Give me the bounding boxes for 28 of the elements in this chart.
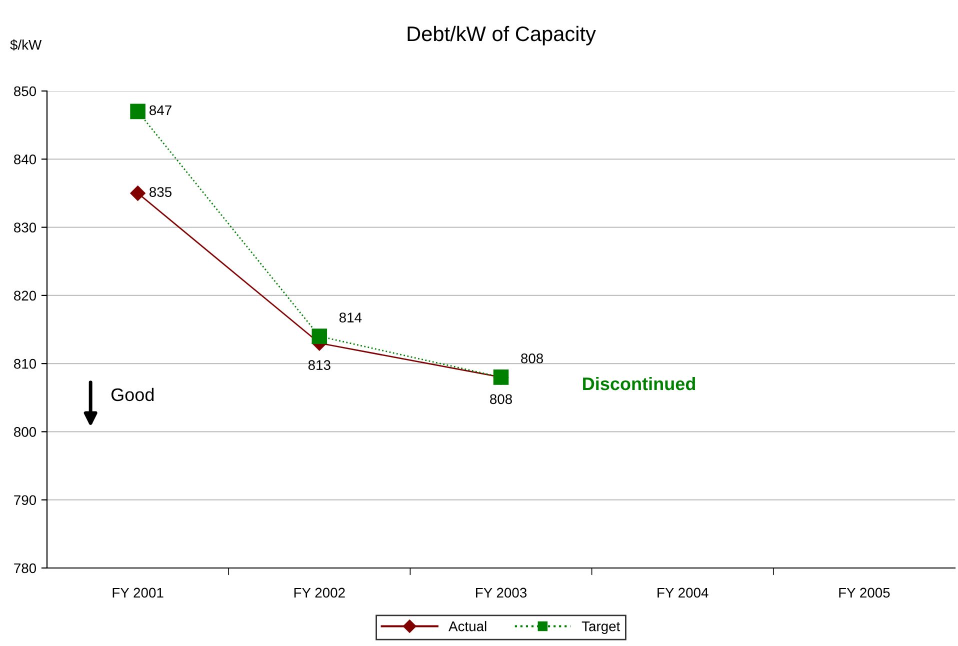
annotation: Discontinued: [583, 376, 696, 390]
point: [130, 186, 146, 201]
y-tick-label: 800: [14, 427, 36, 437]
x-tick-label: FY 2003: [476, 588, 527, 598]
y-axis-title: $/kW: [10, 39, 42, 51]
y-tick-label: 780: [14, 563, 36, 574]
y-tick-label: 830: [14, 222, 36, 232]
data-label: 808: [490, 394, 512, 404]
data-label: 808: [521, 354, 544, 364]
y-tick-label: 790: [14, 495, 36, 506]
legend-label: Actual: [448, 621, 486, 632]
y-tick-label: 850: [14, 86, 36, 96]
data-label: 813: [308, 360, 330, 370]
point: [312, 328, 328, 344]
y-tick-label: 810: [14, 358, 36, 369]
data-label: 835: [150, 187, 172, 197]
x-tick-label: FY 2004: [658, 588, 708, 598]
y-tick-label: 820: [14, 290, 36, 301]
data-label: 847: [150, 105, 172, 116]
y-tick-label: 840: [14, 154, 36, 164]
x-tick-label: FY 2002: [294, 588, 345, 598]
x-tick-label: FY 2001: [112, 588, 164, 598]
data-label: 814: [339, 312, 362, 322]
annotation: Good: [111, 388, 154, 402]
x-tick-label: FY 2005: [839, 588, 890, 598]
legend-label: Target: [582, 622, 620, 634]
chart-title: Debt/kW of Capacity: [408, 26, 596, 46]
point: [130, 104, 146, 120]
